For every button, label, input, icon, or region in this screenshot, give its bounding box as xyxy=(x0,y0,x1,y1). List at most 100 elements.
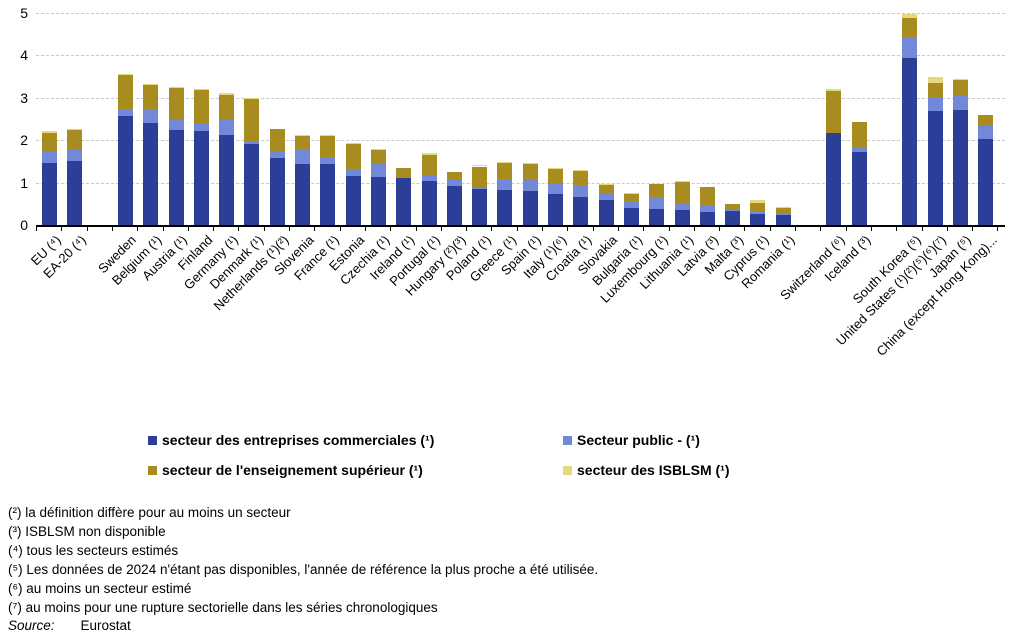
segment-public xyxy=(573,185,589,197)
bar-poland xyxy=(472,165,488,225)
segment-higher_ed xyxy=(269,128,285,153)
gridline-y2 xyxy=(36,140,1005,142)
segment-business xyxy=(978,139,994,225)
bar-belgium xyxy=(143,84,159,225)
segment-isblsm xyxy=(42,130,57,133)
gridline-y4 xyxy=(36,55,1005,57)
segment-higher_ed xyxy=(548,169,563,184)
x-axis-tick xyxy=(870,227,872,231)
x-axis-tick xyxy=(795,227,796,231)
segment-business xyxy=(219,135,235,225)
x-axis-tick xyxy=(719,227,721,231)
x-axis-tick xyxy=(466,227,468,231)
segment-isblsm xyxy=(370,148,386,150)
bar-bulgaria xyxy=(623,193,639,225)
x-axis-tick xyxy=(36,227,37,231)
legend-label: secteur des entreprises commerciales (¹) xyxy=(162,432,435,448)
segment-business xyxy=(117,116,133,225)
bar-italy xyxy=(548,168,563,225)
x-axis-tick xyxy=(542,227,543,231)
x-axis-tick xyxy=(314,227,316,231)
segment-higher_ed xyxy=(649,184,665,198)
segment-isblsm xyxy=(623,193,639,195)
segment-public xyxy=(952,96,968,111)
segment-isblsm xyxy=(674,181,690,183)
x-axis-tick xyxy=(390,227,392,231)
x-axis-tick xyxy=(364,227,366,231)
segment-public xyxy=(902,37,918,58)
x-axis-tick xyxy=(86,227,88,231)
segment-higher_ed xyxy=(952,79,968,97)
x-axis-tick xyxy=(187,227,189,231)
segment-isblsm xyxy=(295,135,310,137)
x-axis-tick xyxy=(972,227,974,231)
legend-label: Secteur public - (¹) xyxy=(577,432,700,448)
x-axis-tick xyxy=(440,227,442,231)
segment-isblsm xyxy=(472,165,488,167)
segment-public xyxy=(978,125,994,140)
segment-business xyxy=(396,177,412,225)
segment-public xyxy=(295,149,310,164)
segment-business xyxy=(472,188,488,225)
segment-business xyxy=(598,199,614,225)
segment-higher_ed xyxy=(978,115,994,126)
bar-sweden xyxy=(117,74,133,225)
segment-isblsm xyxy=(168,87,184,89)
y-axis-tick-label: 3 xyxy=(20,89,28,106)
x-axis-tick xyxy=(567,227,569,231)
segment-higher_ed xyxy=(826,91,842,133)
x-axis-tick xyxy=(213,227,215,231)
legend-swatch-icon xyxy=(148,436,157,445)
segment-higher_ed xyxy=(143,85,159,110)
legend-item-1: secteur des entreprises commerciales (¹) xyxy=(148,433,434,447)
footnote-line: (⁷) au moins pour une rupture sectoriell… xyxy=(8,600,438,615)
segment-higher_ed xyxy=(295,136,310,150)
segment-isblsm xyxy=(67,129,83,131)
legend-swatch-icon xyxy=(563,466,572,475)
x-axis-tick xyxy=(289,227,290,231)
x-axis-tick xyxy=(111,227,113,231)
segment-business xyxy=(269,158,285,225)
segment-higher_ed xyxy=(193,90,209,125)
bar-austria xyxy=(168,87,184,225)
segment-business xyxy=(497,189,513,225)
segment-business xyxy=(902,57,918,225)
bar-estonia xyxy=(345,143,361,225)
y-axis-tick-label: 4 xyxy=(20,47,28,64)
segment-isblsm xyxy=(497,161,513,163)
segment-isblsm xyxy=(902,13,918,19)
y-axis-tick-label: 0 xyxy=(20,217,28,233)
segment-business xyxy=(674,210,690,225)
segment-public xyxy=(775,213,791,215)
segment-business xyxy=(750,214,766,225)
segment-isblsm xyxy=(750,199,766,203)
segment-business xyxy=(649,209,665,225)
segment-public xyxy=(497,178,513,190)
segment-isblsm xyxy=(219,93,235,95)
segment-public xyxy=(750,212,766,215)
source-label: Source: xyxy=(8,618,55,633)
segment-higher_ed xyxy=(472,166,488,189)
segment-public xyxy=(446,179,462,186)
segment-public xyxy=(851,148,867,153)
segment-public xyxy=(143,109,159,124)
x-axis-tick xyxy=(845,227,847,231)
bar-finland xyxy=(193,89,209,225)
segment-higher_ed xyxy=(67,130,83,151)
segment-public xyxy=(927,96,943,111)
segment-business xyxy=(699,211,715,225)
segment-business xyxy=(927,110,943,225)
bar-czechia xyxy=(370,148,386,225)
segment-higher_ed xyxy=(320,135,336,158)
footnote-line: (⁶) au moins un secteur estimé xyxy=(8,581,192,596)
bar-luxembourg xyxy=(649,184,665,225)
bar-switzerland xyxy=(826,89,842,225)
x-axis-tick xyxy=(162,227,164,231)
segment-business xyxy=(775,214,791,225)
segment-higher_ed xyxy=(244,98,260,142)
segment-business xyxy=(67,160,83,225)
segment-higher_ed xyxy=(522,163,538,180)
bar-latvia xyxy=(699,186,715,225)
segment-public xyxy=(67,150,83,161)
bar-netherlands xyxy=(269,128,285,225)
